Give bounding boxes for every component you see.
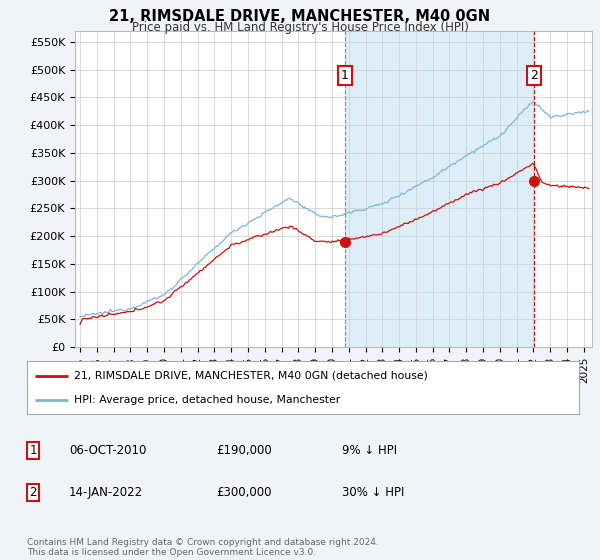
Text: HPI: Average price, detached house, Manchester: HPI: Average price, detached house, Manc… <box>74 395 340 405</box>
Text: Price paid vs. HM Land Registry's House Price Index (HPI): Price paid vs. HM Land Registry's House … <box>131 21 469 34</box>
Text: 21, RIMSDALE DRIVE, MANCHESTER, M40 0GN: 21, RIMSDALE DRIVE, MANCHESTER, M40 0GN <box>109 9 491 24</box>
Text: 14-JAN-2022: 14-JAN-2022 <box>69 486 143 500</box>
Text: 30% ↓ HPI: 30% ↓ HPI <box>342 486 404 500</box>
Text: 1: 1 <box>341 69 349 82</box>
Text: 21, RIMSDALE DRIVE, MANCHESTER, M40 0GN (detached house): 21, RIMSDALE DRIVE, MANCHESTER, M40 0GN … <box>74 371 428 381</box>
Text: 06-OCT-2010: 06-OCT-2010 <box>69 444 146 458</box>
Text: £300,000: £300,000 <box>216 486 271 500</box>
Text: 1: 1 <box>29 444 37 458</box>
Text: 2: 2 <box>530 69 538 82</box>
Text: 9% ↓ HPI: 9% ↓ HPI <box>342 444 397 458</box>
Text: 2: 2 <box>29 486 37 500</box>
Bar <box>344 31 534 347</box>
Text: £190,000: £190,000 <box>216 444 272 458</box>
Text: Contains HM Land Registry data © Crown copyright and database right 2024.
This d: Contains HM Land Registry data © Crown c… <box>27 538 379 557</box>
